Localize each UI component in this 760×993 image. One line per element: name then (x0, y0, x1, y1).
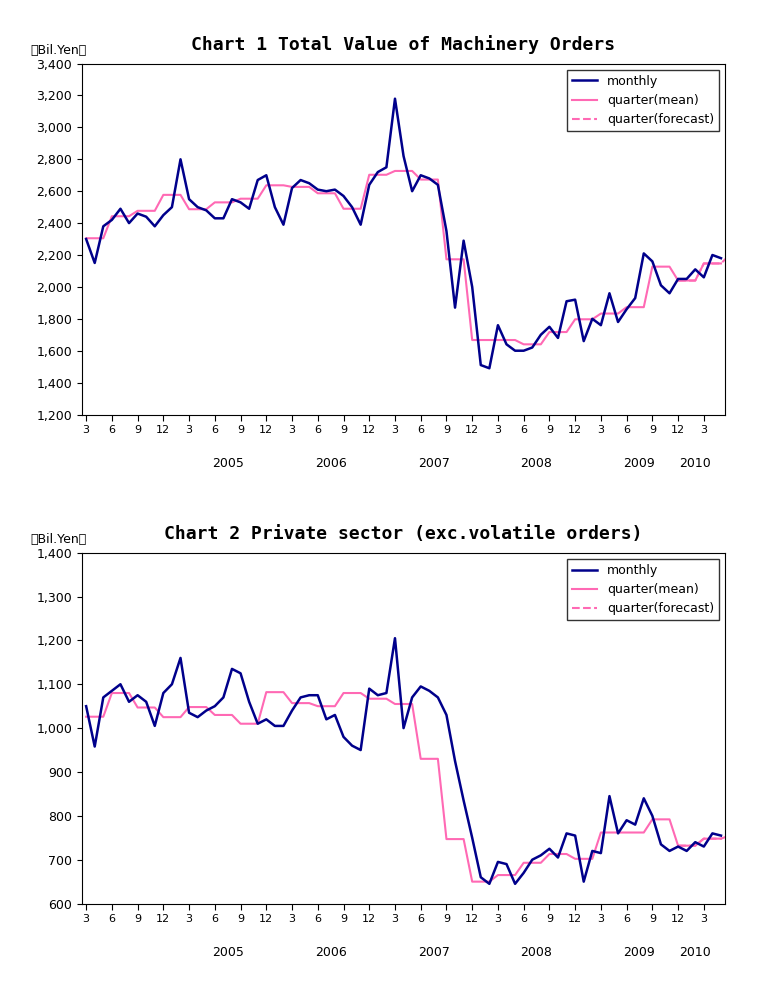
quarter(forecast) (699, 833, 708, 845)
Text: 2010: 2010 (679, 457, 711, 470)
quarter(forecast) (725, 249, 734, 261)
quarter(mean) (622, 301, 631, 313)
Line: quarter(mean): quarter(mean) (86, 692, 721, 882)
monthly (605, 287, 614, 299)
quarter(forecast) (743, 829, 752, 841)
quarter(mean) (81, 711, 90, 723)
Line: quarter(mean): quarter(mean) (86, 171, 721, 345)
quarter(forecast) (717, 257, 726, 269)
monthly (665, 287, 674, 299)
monthly (391, 92, 400, 104)
monthly (81, 233, 90, 245)
quarter(mean) (597, 308, 606, 320)
Text: （Bil.Yen）: （Bil.Yen） (30, 532, 87, 545)
Text: 2007: 2007 (418, 945, 449, 958)
quarter(forecast) (673, 275, 682, 287)
quarter(mean) (519, 339, 528, 351)
Title: Chart 2 Private sector (exc.volatile orders): Chart 2 Private sector (exc.volatile ord… (164, 524, 643, 543)
monthly (133, 689, 142, 701)
quarter(mean) (665, 261, 674, 273)
Text: 2010: 2010 (679, 945, 711, 958)
monthly (81, 700, 90, 712)
quarter(mean) (467, 876, 477, 888)
Text: 2009: 2009 (624, 945, 655, 958)
quarter(mean) (579, 853, 588, 865)
quarter(forecast) (691, 840, 700, 852)
quarter(forecast) (708, 257, 717, 269)
Text: 2008: 2008 (521, 945, 553, 958)
quarter(forecast) (725, 829, 734, 841)
monthly (133, 208, 142, 219)
quarter(forecast) (682, 275, 692, 287)
quarter(forecast) (708, 833, 717, 845)
quarter(mean) (391, 165, 400, 177)
Line: monthly: monthly (86, 638, 721, 884)
quarter(mean) (622, 826, 631, 838)
monthly (622, 303, 631, 315)
Text: 2005: 2005 (212, 457, 244, 470)
Text: 2005: 2005 (212, 945, 244, 958)
monthly (485, 878, 494, 890)
monthly (717, 252, 726, 264)
quarter(mean) (133, 205, 142, 216)
Line: monthly: monthly (86, 98, 721, 368)
quarter(forecast) (682, 840, 692, 852)
Text: 2006: 2006 (315, 457, 347, 470)
monthly (665, 845, 674, 857)
monthly (485, 362, 494, 374)
monthly (579, 876, 588, 888)
monthly (717, 829, 726, 841)
monthly (622, 814, 631, 826)
monthly (597, 319, 606, 331)
quarter(forecast) (673, 840, 682, 852)
quarter(mean) (579, 314, 588, 326)
quarter(forecast) (743, 249, 752, 261)
quarter(mean) (261, 686, 271, 698)
Line: quarter(forecast): quarter(forecast) (678, 835, 747, 846)
Text: 2009: 2009 (624, 457, 655, 470)
Legend: monthly, quarter(mean), quarter(forecast): monthly, quarter(mean), quarter(forecast… (567, 559, 719, 621)
quarter(forecast) (691, 275, 700, 287)
monthly (391, 633, 400, 644)
Legend: monthly, quarter(mean), quarter(forecast): monthly, quarter(mean), quarter(forecast… (567, 70, 719, 131)
quarter(forecast) (717, 833, 726, 845)
quarter(mean) (717, 833, 726, 845)
Text: 2007: 2007 (418, 457, 449, 470)
Text: （Bil.Yen）: （Bil.Yen） (30, 44, 87, 57)
Title: Chart 1 Total Value of Machinery Orders: Chart 1 Total Value of Machinery Orders (192, 35, 616, 54)
monthly (597, 847, 606, 859)
quarter(mean) (133, 701, 142, 713)
monthly (605, 790, 614, 802)
Text: 2008: 2008 (521, 457, 553, 470)
quarter(forecast) (699, 257, 708, 269)
quarter(forecast) (733, 829, 743, 841)
quarter(mean) (717, 257, 726, 269)
Line: quarter(forecast): quarter(forecast) (678, 255, 747, 281)
quarter(mean) (81, 232, 90, 244)
quarter(mean) (605, 826, 614, 838)
quarter(mean) (605, 308, 614, 320)
monthly (579, 336, 588, 348)
quarter(forecast) (733, 249, 743, 261)
quarter(mean) (665, 813, 674, 825)
quarter(mean) (597, 826, 606, 838)
Text: 2006: 2006 (315, 945, 347, 958)
